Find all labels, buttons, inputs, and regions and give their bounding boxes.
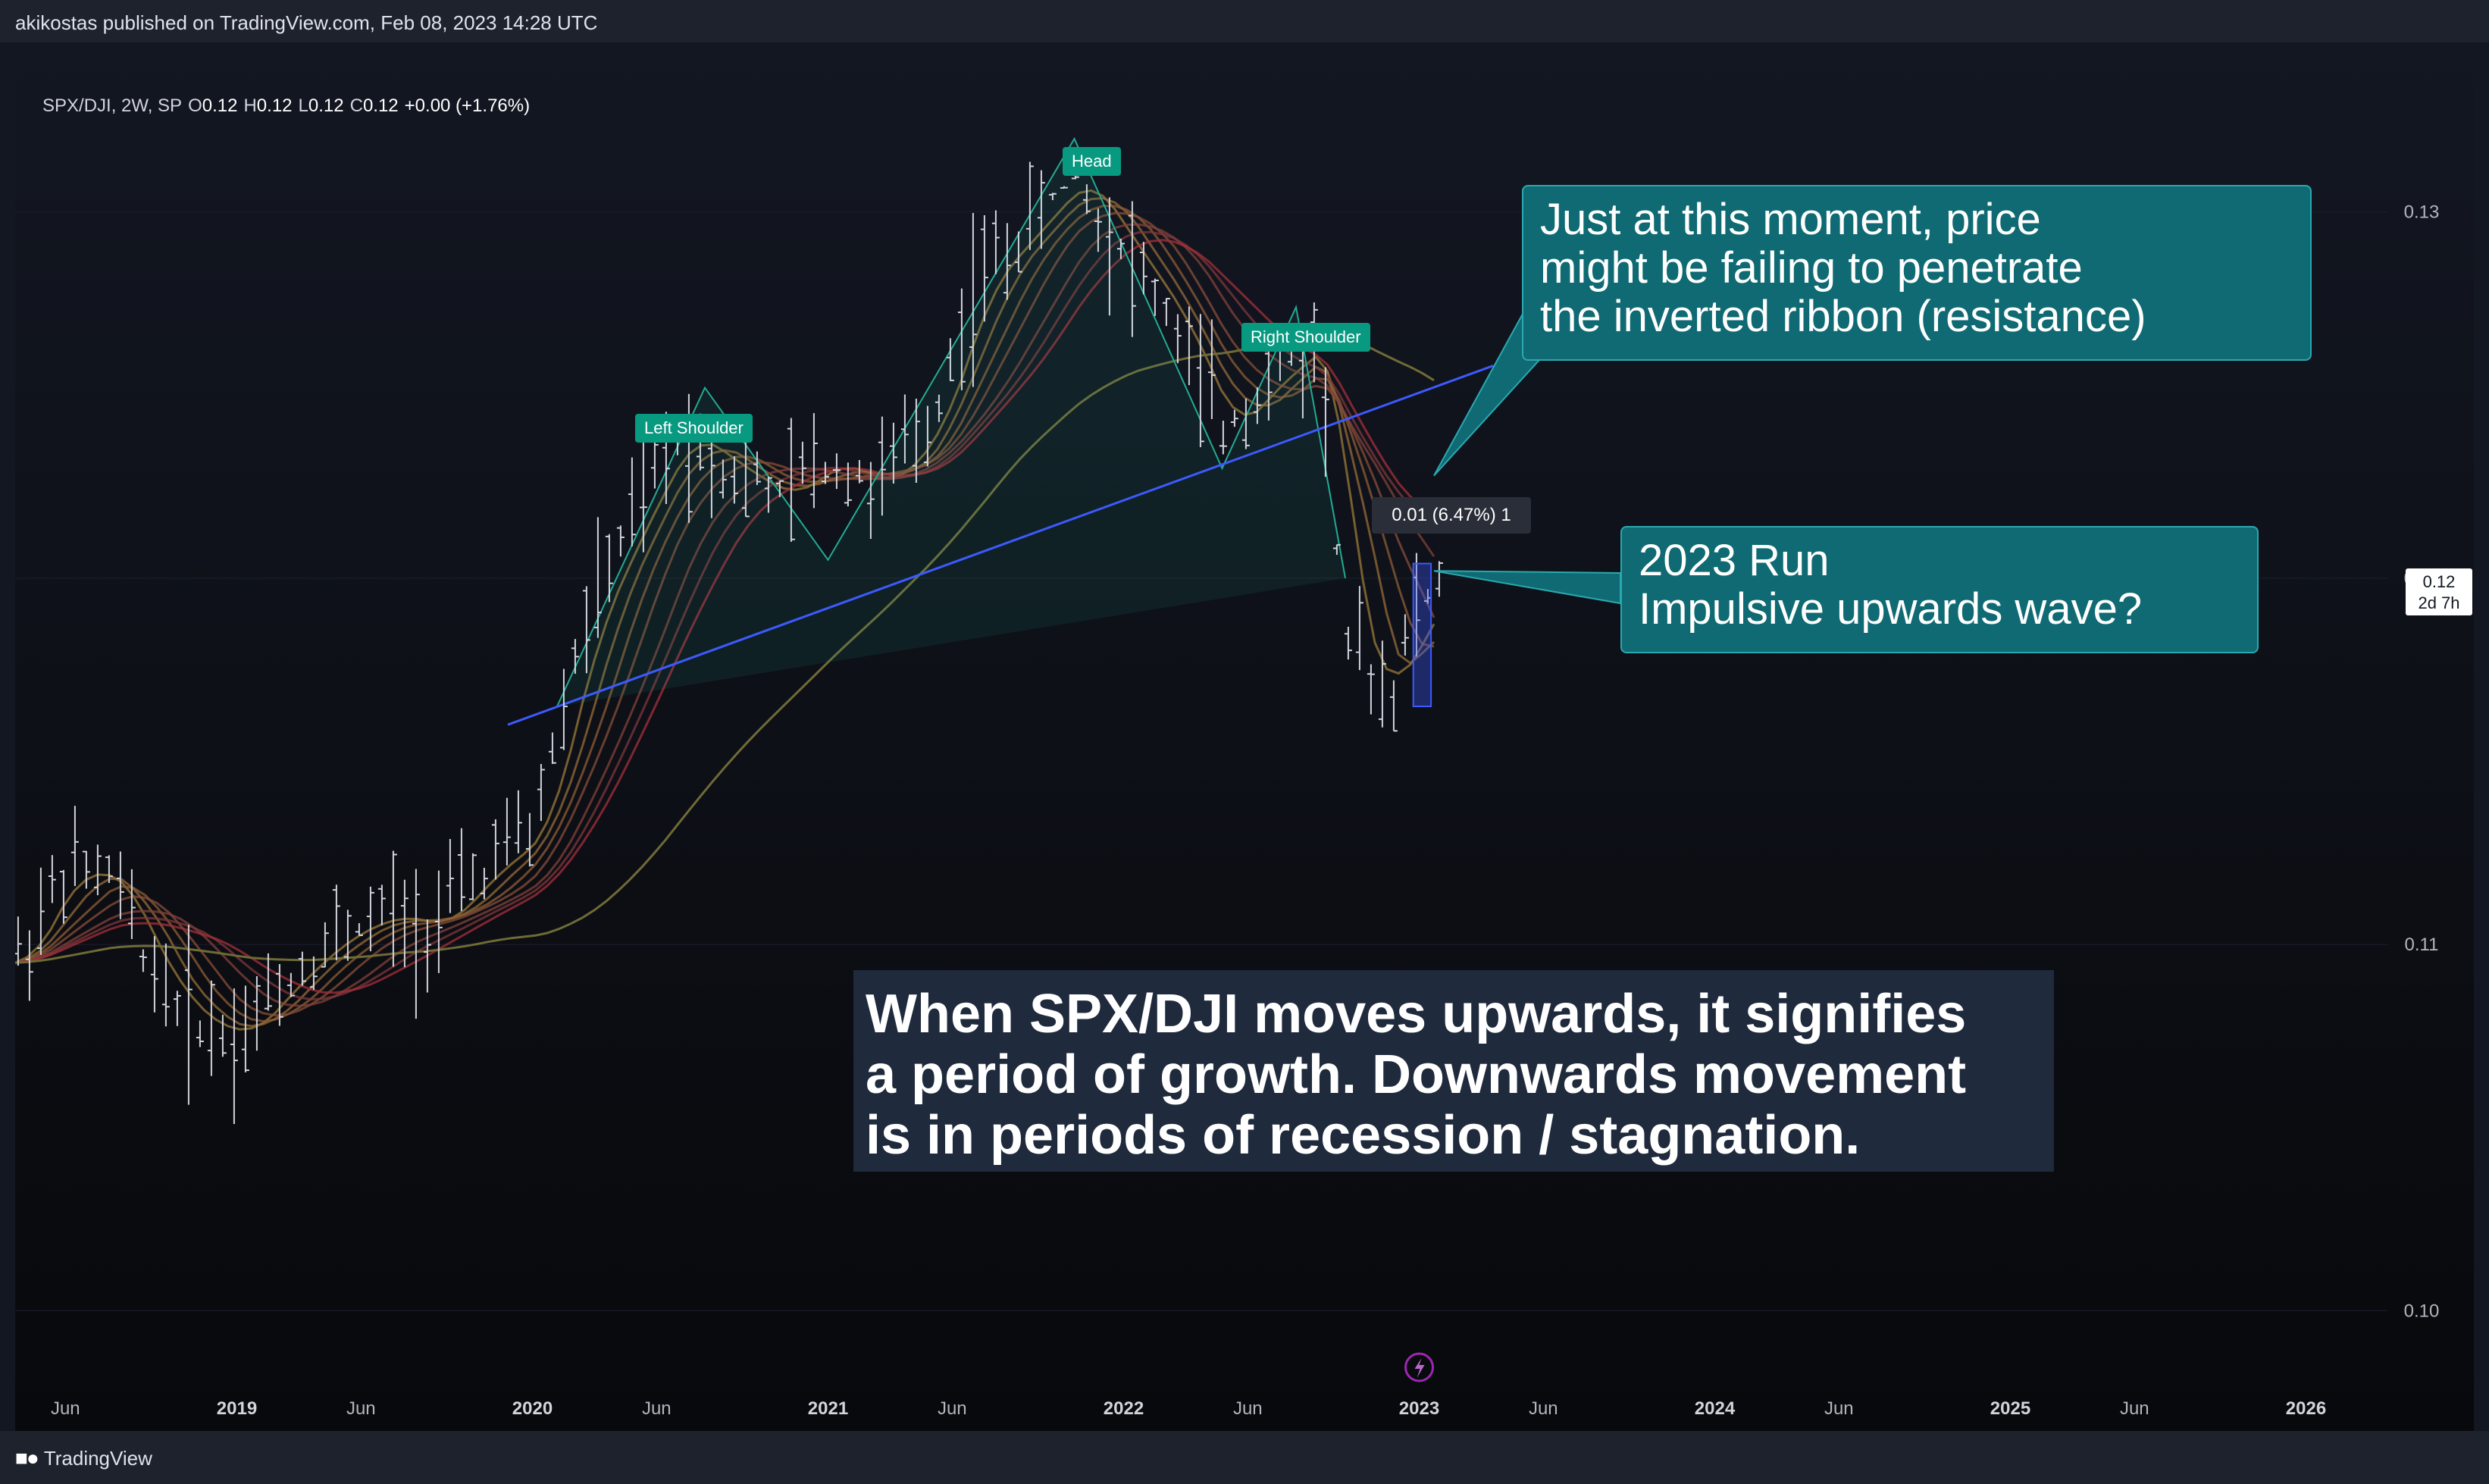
x-tick-label: 2020 (512, 1398, 553, 1419)
x-tick-label: Jun (1529, 1398, 1558, 1419)
tradingview-mark-icon: ■● (15, 1446, 39, 1470)
x-tick-label: Jun (51, 1398, 80, 1419)
publish-header: akikostas published on TradingView.com, … (0, 0, 2489, 42)
x-tick-label: Jun (1824, 1398, 1854, 1419)
bar-countdown: 2d 7h (2418, 593, 2460, 612)
event-bolt-icon (1404, 1352, 1434, 1382)
ribbon-ma-line (15, 196, 1435, 1028)
run-callout-pointer (1433, 570, 1621, 605)
resistance-callout[interactable]: Just at this moment, price might be fail… (1522, 185, 2312, 361)
ribbon-ma-line (15, 211, 1435, 1017)
x-tick-label: 2025 (1990, 1398, 2030, 1419)
tradingview-wordmark: TradingView (43, 1446, 152, 1470)
event-bolt-glyph-icon (1414, 1358, 1425, 1378)
high-label: H (243, 95, 257, 116)
x-tick-label: Jun (346, 1398, 376, 1419)
x-tick-label: 2023 (1399, 1398, 1439, 1419)
open-value: 0.12 (202, 95, 238, 116)
x-tick-label: Jun (2120, 1398, 2149, 1419)
x-tick-label: Jun (1233, 1398, 1263, 1419)
x-tick-label: 2021 (808, 1398, 848, 1419)
x-tick-label: Jun (642, 1398, 672, 1419)
x-tick-label: Jun (938, 1398, 967, 1419)
footer: ■● TradingView (0, 1431, 2489, 1484)
close-label: C (349, 95, 363, 116)
tradingview-logo[interactable]: ■● TradingView (15, 1446, 152, 1470)
open-label: O (188, 95, 202, 116)
pattern-fill (557, 139, 1345, 706)
current-price: 0.12 (2422, 572, 2456, 591)
run-callout[interactable]: 2023 Run Impulsive upwards wave? (1620, 526, 2259, 653)
symbol-legend: SPX/DJI, 2W, SP O0.12 H0.12 L0.12 C0.12 … (42, 95, 530, 117)
high-value: 0.12 (256, 95, 293, 116)
left-shoulder-tag[interactable]: Left Shoulder (635, 414, 753, 443)
run-highlight (1412, 562, 1432, 708)
head-tag[interactable]: Head (1063, 147, 1121, 176)
x-tick-label: 2024 (1695, 1398, 1736, 1419)
y-tick-label: 0.13 (2404, 202, 2440, 223)
low-value: 0.12 (308, 95, 344, 116)
pattern-outline (556, 136, 1346, 707)
change-value: +0.00 (+1.76%) (404, 95, 531, 116)
symbol-name: SPX/DJI, 2W, SP (42, 95, 183, 116)
right-shoulder-tag[interactable]: Right Shoulder (1241, 323, 1370, 352)
ribbon-ma-line (15, 205, 1435, 1023)
x-tick-label: 2026 (2286, 1398, 2326, 1419)
y-tick-label: 0.10 (2404, 1301, 2440, 1321)
long-ma-line (15, 330, 1435, 964)
current-price-label: 0.12 2d 7h (2406, 568, 2472, 615)
caption-box[interactable]: When SPX/DJI moves upwards, it signifies… (853, 970, 2054, 1172)
neckline (507, 365, 1494, 726)
ribbon-ma-line (15, 223, 1435, 1007)
measure-label[interactable]: 0.01 (6.47%) 1 (1372, 497, 1531, 534)
x-tick-label: 2019 (217, 1398, 257, 1419)
close-value: 0.12 (362, 95, 399, 116)
y-tick-label: 0.11 (2405, 935, 2439, 955)
low-label: L (298, 95, 308, 116)
x-tick-label: 2022 (1104, 1398, 1144, 1419)
chart-panel[interactable]: 0.13 0.12 0.11 0.10 Jun 2019 Jun 2020 Jun 2021 Jun… (15, 42, 2474, 1431)
